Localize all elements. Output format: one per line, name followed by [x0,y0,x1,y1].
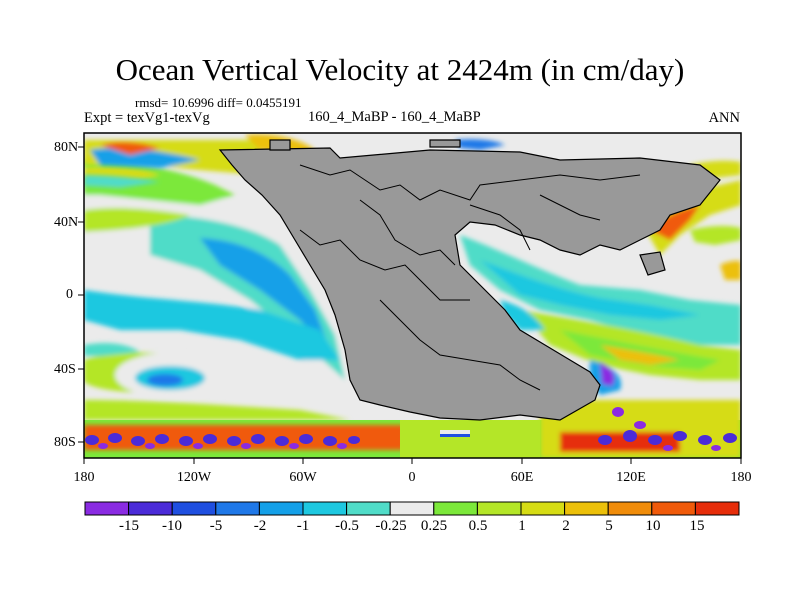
cases-label: 160_4_MaBP - 160_4_MaBP [308,109,481,125]
lon-tick-60w: 60W [289,470,317,485]
colorbar-label-1: -10 [162,518,182,534]
lon-tick-180e: 180 [730,470,752,485]
lon-tick-60e: 60E [510,470,534,485]
lon-tick-120e: 120E [616,470,646,485]
colorbar-swatch [128,501,173,516]
colorbar-swatch [302,501,348,516]
colorbar-label-11: 5 [605,518,613,534]
colorbar-label-10: 2 [562,518,570,534]
southern-ocean-field [84,400,741,458]
interior-coastlines [299,164,641,391]
chart-title: Ocean Vertical Velocity at 2424m (in cm/… [115,52,685,87]
axis-ticks [78,146,742,464]
lat-tick-40n: 40N [54,215,79,230]
experiment-label: Expt = texVg1-texVg [84,110,210,126]
lon-tick-120w: 120W [176,470,212,485]
colorbar-swatch [346,501,391,516]
colorbar-swatch [258,501,304,516]
colorbar-swatch [433,501,478,516]
map-panel [84,133,741,458]
colorbar [84,501,740,516]
colorbar-label-6: -0.25 [375,518,407,534]
colorbar-swatch [694,501,740,516]
indo-pacific-field [460,180,741,395]
pacific-field [84,160,350,420]
lon-tick-0: 0 [408,470,416,485]
lon-tick-180w: 180 [73,470,95,485]
colorbar-swatch [84,501,130,516]
colorbar-label-3: -2 [253,518,267,534]
colorbar-label-13: 15 [689,518,705,534]
colorbar-label-5: -0.5 [335,518,359,534]
colorbar-label-0: -15 [119,518,139,534]
colorbar-label-12: 10 [645,518,661,534]
lat-tick-40s: 40S [54,362,76,377]
colorbar-swatch [651,501,696,516]
colorbar-swatch [215,501,260,516]
lat-tick-80s: 80S [54,435,76,450]
lat-tick-0: 0 [66,287,73,302]
colorbar-swatch [389,501,435,516]
colorbar-label-7: 0.25 [420,518,448,534]
colorbar-swatch [476,501,522,516]
colorbar-label-8: 0.5 [468,518,488,534]
colorbar-swatch [607,501,653,516]
colorbar-swatch [520,501,566,516]
colorbar-label-2: -5 [209,518,223,534]
land-masses [218,139,721,421]
colorbar-label-4: -1 [296,518,310,534]
colorbar-label-9: 1 [518,518,526,534]
season-label: ANN [708,110,740,126]
colorbar-swatch [171,501,217,516]
colorbar-swatch [564,501,609,516]
lat-tick-80n: 80N [54,140,79,155]
arctic-field [84,134,741,188]
stats-label: rmsd= 10.6996 diff= 0.0455191 [135,95,302,110]
